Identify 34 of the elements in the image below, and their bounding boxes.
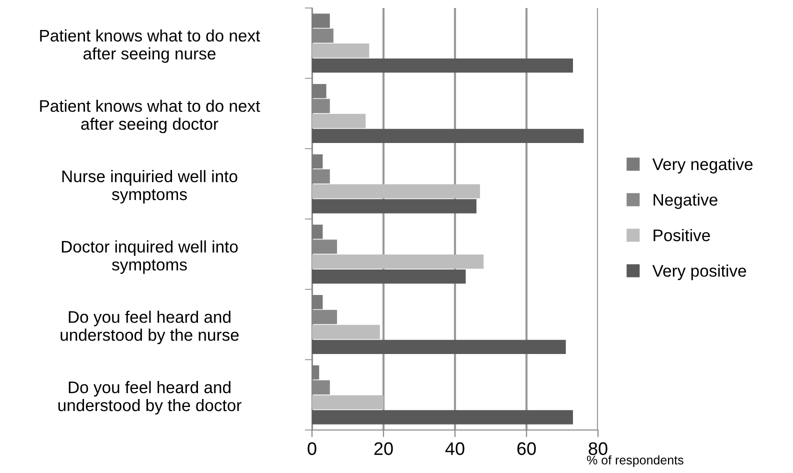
bar — [312, 395, 384, 410]
x-tick-label: 80 — [588, 442, 608, 456]
x-tick-label: 40 — [445, 442, 464, 456]
bar — [312, 294, 323, 310]
y-tick-label: Doctor inquired well into symptoms — [62, 240, 238, 274]
legend-label: Very negative — [652, 158, 753, 174]
bar — [312, 410, 573, 424]
legend-label: Positive — [654, 229, 710, 242]
y-tick-label: Nurse inquiried well into symptoms — [62, 170, 238, 204]
bar — [312, 199, 476, 214]
legend-label: Very positive — [652, 264, 746, 280]
y-tick-label: Patient knows what to do next after seeing nurse — [40, 29, 260, 63]
bar — [312, 340, 566, 354]
y-tick-label: Patient knows what to do next after seeing doctor — [40, 100, 260, 134]
bar — [312, 114, 366, 128]
legend-label: Negative — [654, 193, 718, 209]
bar — [312, 365, 320, 380]
x-axis-title: % of respondents — [586, 455, 684, 467]
bar — [312, 324, 380, 340]
bar — [312, 14, 330, 28]
bar — [312, 254, 484, 269]
x-tick-label: 20 — [374, 442, 393, 456]
bar — [312, 154, 323, 169]
bar — [312, 84, 326, 98]
x-tick-label: 0 — [308, 442, 316, 456]
bar — [312, 269, 466, 284]
bar — [312, 58, 573, 73]
y-tick-label: Do you feel heard and understood by the nurse — [60, 310, 239, 344]
bar — [312, 128, 584, 144]
bar — [312, 224, 323, 239]
y-tick-label: Do you feel heard and understood by the doctor — [58, 381, 242, 415]
x-tick-label: 60 — [517, 442, 536, 456]
bar — [312, 184, 480, 198]
bar — [312, 44, 370, 58]
